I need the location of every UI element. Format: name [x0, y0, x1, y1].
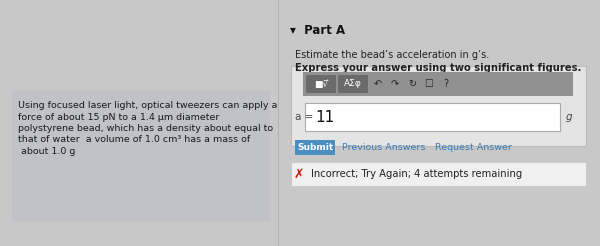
Text: ↶: ↶ [374, 79, 382, 89]
Text: ■√̅: ■√̅ [314, 79, 328, 89]
Text: ΑΣφ: ΑΣφ [344, 79, 362, 89]
Text: a =: a = [295, 112, 313, 122]
Bar [306, 75, 336, 93]
Text: ?: ? [443, 79, 449, 89]
Text: Estimate the bead’s acceleration in g’s.: Estimate the bead’s acceleration in g’s. [295, 50, 489, 60]
Text: ✗: ✗ [294, 168, 304, 181]
Text: Previous Answers: Previous Answers [342, 143, 425, 153]
Bar [303, 72, 573, 96]
Text: ↻: ↻ [408, 79, 416, 89]
Text: Using focused laser light, optical tweezers can apply a: Using focused laser light, optical tweez… [18, 101, 277, 110]
Bar [291, 162, 586, 186]
Text: Submit: Submit [297, 143, 333, 152]
Text: force of about 15 pN to a 1.4 μm diameter: force of about 15 pN to a 1.4 μm diamete… [18, 112, 220, 122]
Text: Incorrect; Try Again; 4 attempts remaining: Incorrect; Try Again; 4 attempts remaini… [311, 169, 522, 179]
Text: ☐: ☐ [425, 79, 433, 89]
Bar [295, 140, 335, 155]
Bar [291, 66, 586, 146]
Bar [12, 91, 270, 221]
Text: polystyrene bead, which has a density about equal to: polystyrene bead, which has a density ab… [18, 124, 273, 133]
Text: Request Answer: Request Answer [435, 143, 512, 153]
Text: ▾  Part A: ▾ Part A [290, 24, 345, 37]
Text: about 1.0 g: about 1.0 g [18, 147, 76, 156]
Text: that of water  a volume of 1.0 cm³ has a mass of: that of water a volume of 1.0 cm³ has a … [18, 136, 250, 144]
Bar [305, 103, 560, 131]
Text: 11: 11 [315, 109, 334, 124]
Bar [338, 75, 368, 93]
Text: Express your answer using two significant figures.: Express your answer using two significan… [295, 63, 581, 73]
Text: ↷: ↷ [391, 79, 399, 89]
Text: g: g [566, 112, 572, 122]
